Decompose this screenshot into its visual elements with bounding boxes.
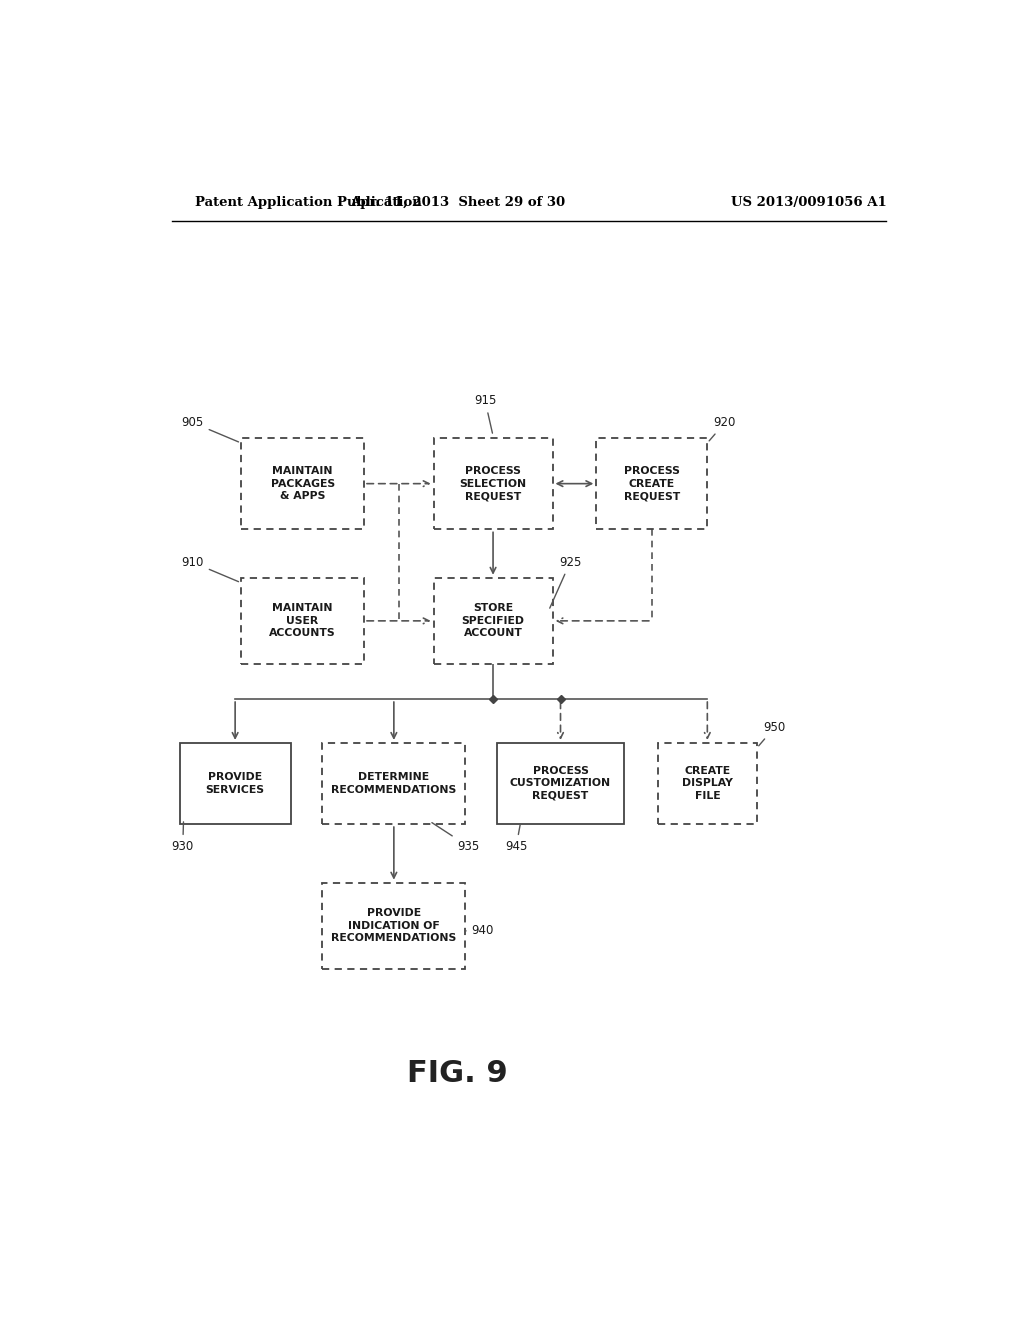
Text: PROCESS
CREATE
REQUEST: PROCESS CREATE REQUEST [624, 466, 680, 502]
Text: 925: 925 [550, 556, 582, 609]
Text: 915: 915 [474, 395, 497, 433]
Bar [657, 743, 757, 824]
Text: CREATE
DISPLAY
FILE: CREATE DISPLAY FILE [682, 766, 733, 801]
Text: 910: 910 [181, 556, 239, 582]
Bar [179, 743, 291, 824]
Text: 935: 935 [432, 822, 479, 853]
Bar [241, 578, 365, 664]
Bar [433, 438, 553, 529]
Text: FIG. 9: FIG. 9 [407, 1059, 508, 1088]
Text: DETERMINE
RECOMMENDATIONS: DETERMINE RECOMMENDATIONS [331, 772, 457, 795]
Text: Apr. 11, 2013  Sheet 29 of 30: Apr. 11, 2013 Sheet 29 of 30 [350, 195, 565, 209]
Text: MAINTAIN
PACKAGES
& APPS: MAINTAIN PACKAGES & APPS [270, 466, 335, 502]
Text: PROCESS
SELECTION
REQUEST: PROCESS SELECTION REQUEST [460, 466, 526, 502]
Bar [596, 438, 708, 529]
Text: STORE
SPECIFIED
ACCOUNT: STORE SPECIFIED ACCOUNT [462, 603, 524, 639]
Bar [497, 743, 624, 824]
Text: MAINTAIN
USER
ACCOUNTS: MAINTAIN USER ACCOUNTS [269, 603, 336, 639]
Bar [323, 883, 465, 969]
Text: US 2013/0091056 A1: US 2013/0091056 A1 [731, 195, 887, 209]
Text: 905: 905 [181, 416, 239, 442]
Text: Patent Application Publication: Patent Application Publication [196, 195, 422, 209]
Text: PROCESS
CUSTOMIZATION
REQUEST: PROCESS CUSTOMIZATION REQUEST [510, 766, 611, 801]
Text: 940: 940 [465, 924, 494, 937]
Text: 945: 945 [505, 824, 527, 853]
Bar [433, 578, 553, 664]
Bar [241, 438, 365, 529]
Bar [323, 743, 465, 824]
Text: PROVIDE
SERVICES: PROVIDE SERVICES [206, 772, 264, 795]
Text: 930: 930 [172, 822, 194, 853]
Text: 920: 920 [710, 416, 736, 441]
Text: 950: 950 [759, 721, 785, 746]
Text: PROVIDE
INDICATION OF
RECOMMENDATIONS: PROVIDE INDICATION OF RECOMMENDATIONS [331, 908, 457, 944]
